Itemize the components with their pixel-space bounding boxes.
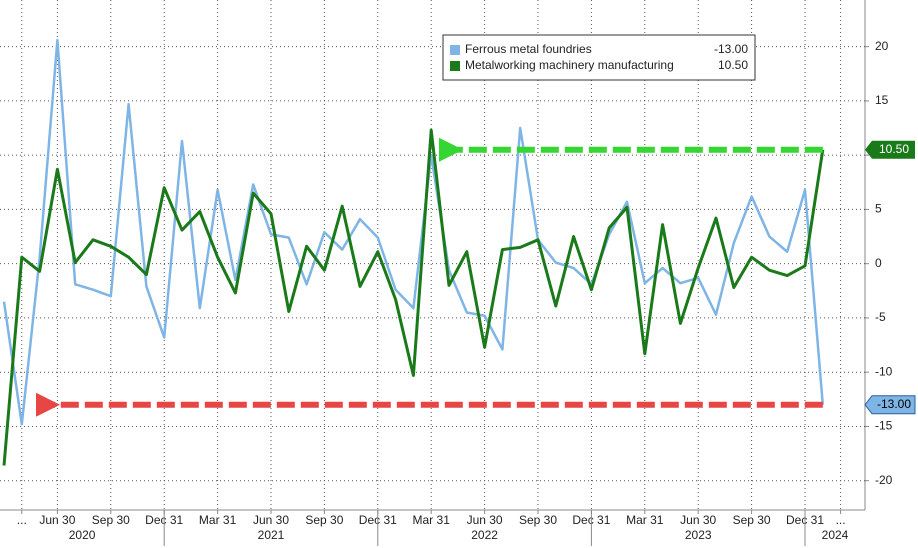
x-tick-label: Jun 30 [467, 513, 503, 527]
legend-box [442, 34, 756, 81]
series-line [2, 38, 825, 426]
y-tick-label: -20 [875, 473, 893, 487]
legend-label: Ferrous metal foundries [465, 42, 592, 56]
x-tick-label: Jun 30 [253, 513, 289, 527]
last-value-tag [865, 140, 915, 159]
x-tick-label: Jun 30 [39, 513, 75, 527]
legend-value: -13.00 [714, 42, 748, 56]
y-tick-label: 20 [875, 39, 889, 53]
y-tick-label: 5 [875, 202, 882, 216]
last-value-label: -13.00 [877, 397, 911, 411]
year-label: 2024 [822, 528, 849, 542]
x-tick-label: Sep 30 [733, 513, 771, 527]
legend-label: Metalworking machinery manufacturing [465, 58, 674, 72]
legend-swatch [450, 45, 460, 55]
legend-value: 10.50 [718, 58, 748, 72]
last-value-tag [864, 395, 916, 415]
x-tick-label: Sep 30 [92, 513, 130, 527]
series-line [2, 128, 825, 466]
x-tick-label: ... [836, 513, 846, 527]
x-tick-label: Sep 30 [305, 513, 343, 527]
x-tick-label: ... [17, 513, 27, 527]
x-tick-label: Jun 30 [680, 513, 716, 527]
y-tick-label: -15 [875, 419, 893, 433]
y-tick-label: 0 [875, 256, 882, 270]
y-tick-label: -10 [875, 364, 893, 378]
year-label: 2022 [471, 528, 498, 542]
y-tick-label: -5 [875, 310, 886, 324]
year-label: 2021 [258, 528, 285, 542]
x-tick-label: Mar 31 [199, 513, 237, 527]
year-label: 2020 [69, 528, 96, 542]
last-value-label: 10.50 [879, 142, 909, 156]
y-tick-label: 15 [875, 93, 889, 107]
x-tick-label: Mar 31 [413, 513, 451, 527]
x-tick-label: Mar 31 [626, 513, 664, 527]
legend-swatch [450, 61, 460, 71]
x-tick-label: Sep 30 [519, 513, 557, 527]
year-label: 2023 [685, 528, 712, 542]
